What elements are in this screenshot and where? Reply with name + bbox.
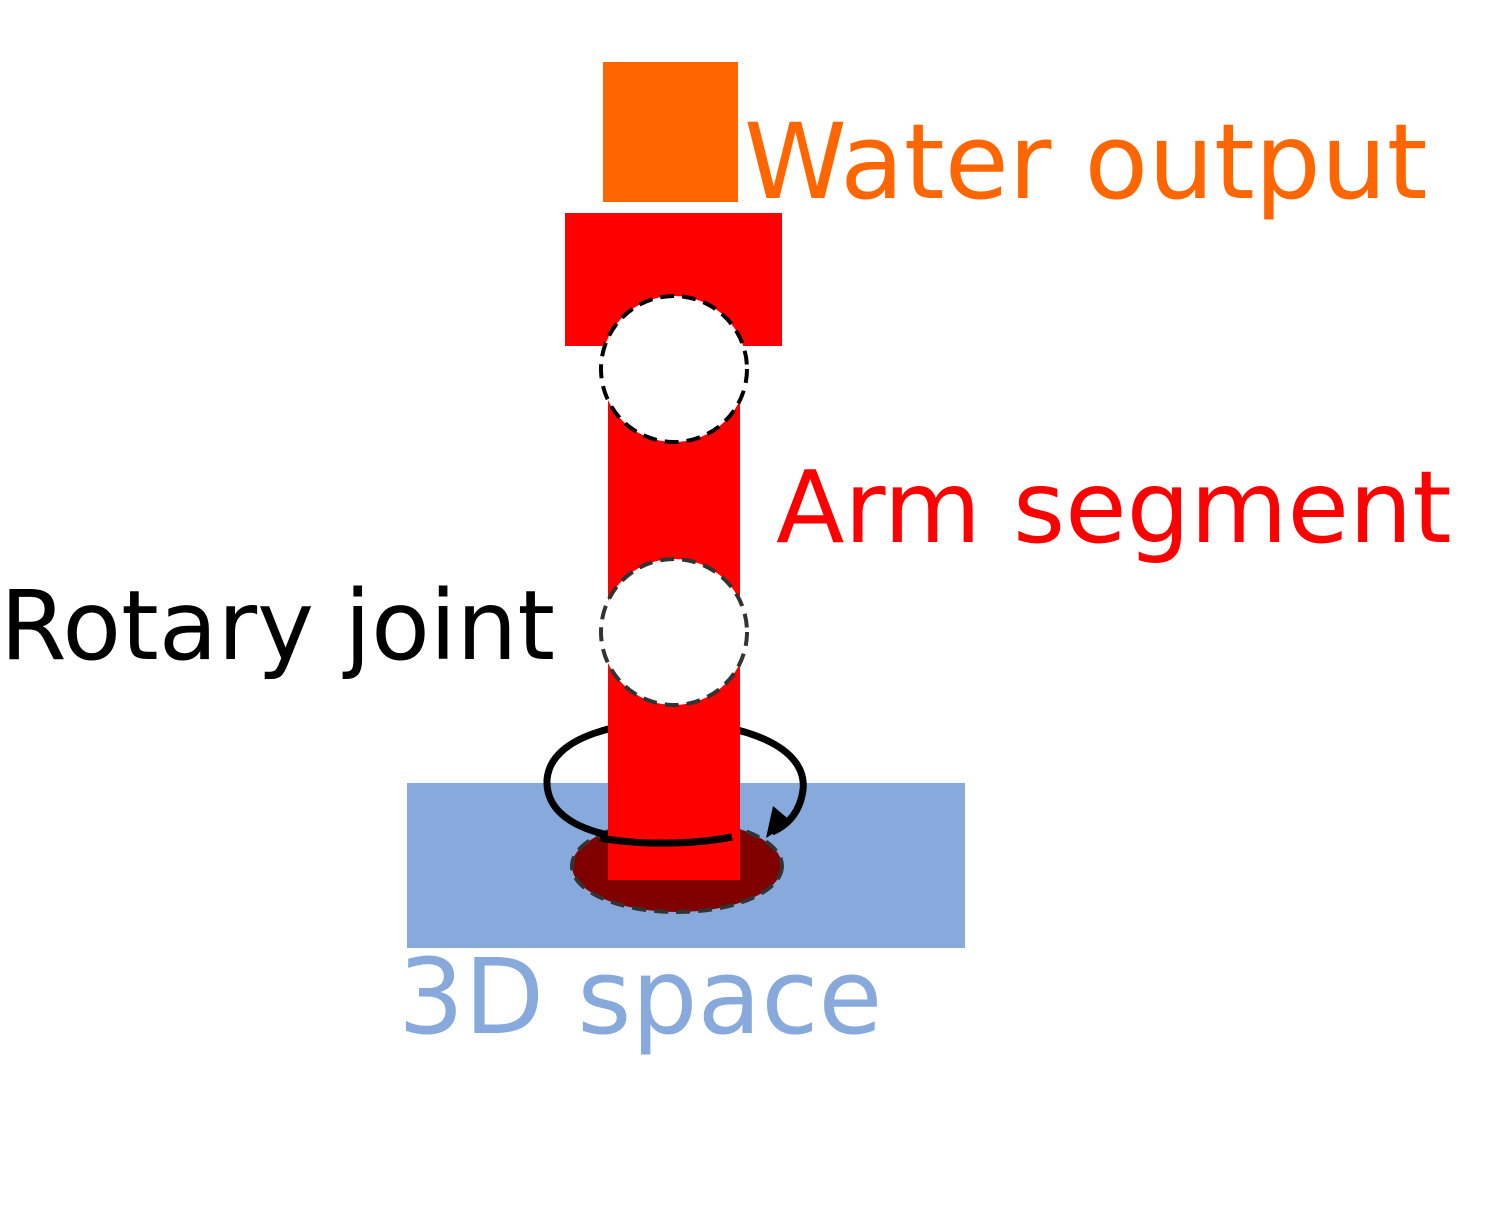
rotary-joint-lower <box>599 557 749 707</box>
rotary-joint-upper <box>599 294 749 444</box>
space-label: 3D space <box>398 936 882 1058</box>
water-output-nozzle <box>603 62 738 202</box>
rotation-arrowhead <box>766 806 792 838</box>
rotary-joint-label: Rotary joint <box>0 570 555 682</box>
water-output-label: Water output <box>744 101 1428 223</box>
arm-segment-label: Arm segment <box>776 449 1452 566</box>
circular-arrow-icon <box>599 833 733 847</box>
